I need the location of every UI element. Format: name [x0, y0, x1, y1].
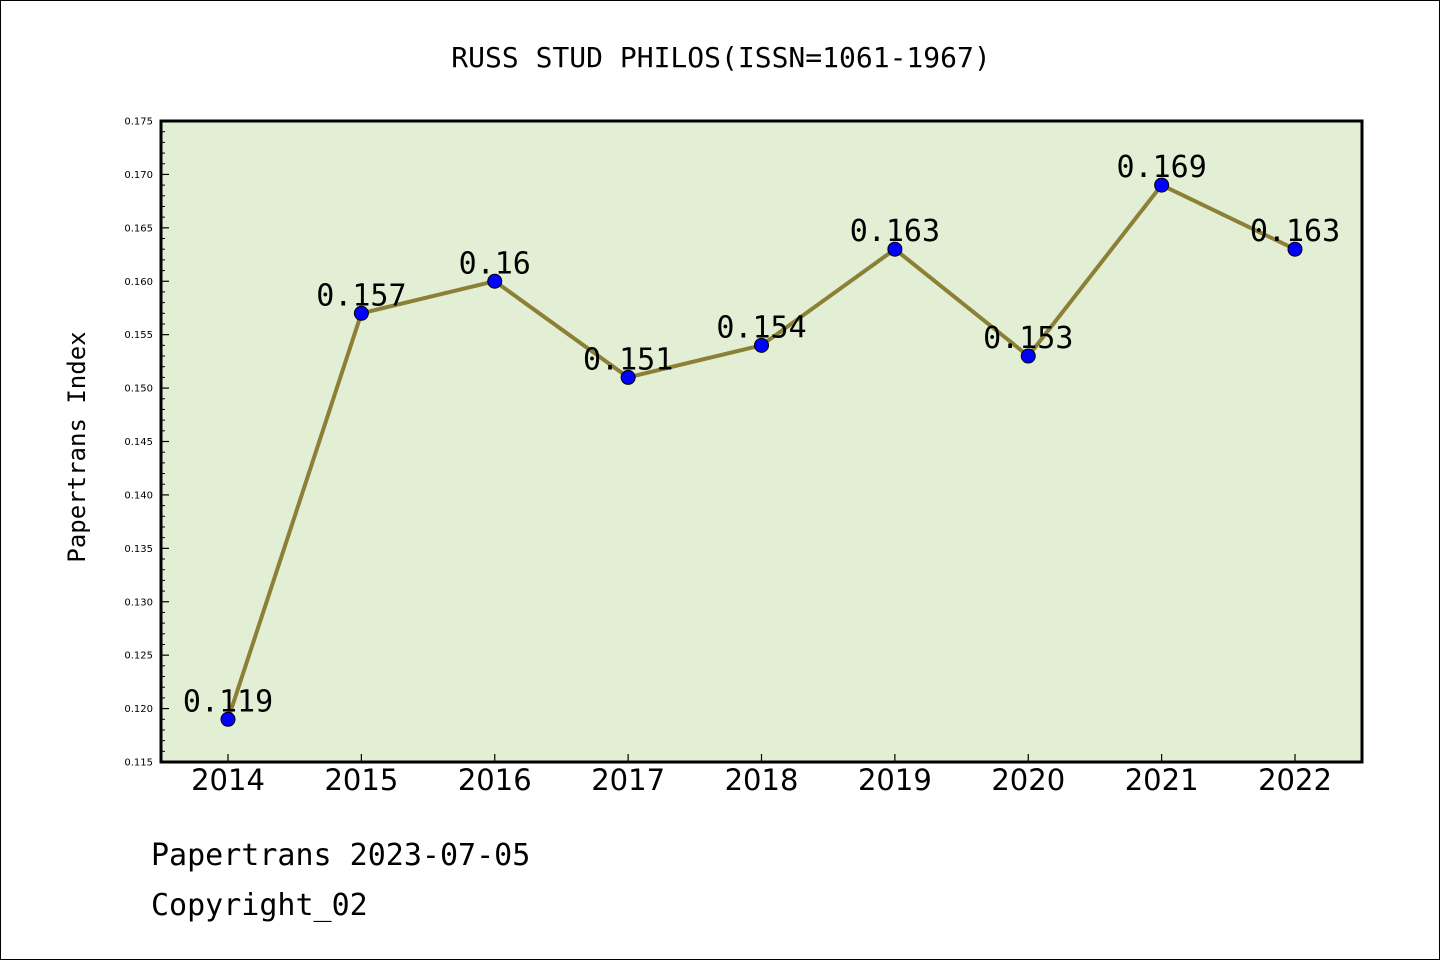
data-label: 0.151 — [583, 342, 673, 377]
data-point — [620, 369, 636, 385]
data-labels: 0.119 0.157 0.16 0.151 0.154 0.163 0.153 0.169 0… — [183, 150, 1340, 719]
data-label: 0.16 — [459, 246, 531, 281]
y-tick-label: 0.170 — [124, 170, 153, 181]
data-point — [220, 711, 236, 727]
plot-border — [159, 119, 1364, 764]
data-label: 0.154 — [716, 310, 806, 345]
x-tick-label: 2016 — [458, 763, 532, 797]
footer-copyright: Copyright_02 — [151, 888, 368, 923]
y-tick-label: 0.115 — [124, 758, 153, 769]
x-tick-label: 2020 — [991, 763, 1065, 797]
x-tick-label: 2018 — [725, 763, 799, 797]
data-label: 0.153 — [983, 321, 1073, 356]
chart-title: RUSS STUD PHILOS(ISSN=1061-1967) — [451, 41, 990, 74]
y-tick-label: 0.150 — [124, 384, 153, 395]
x-tick-label: 2022 — [1258, 763, 1332, 797]
data-label: 0.163 — [850, 214, 940, 249]
y-tick-label: 0.125 — [124, 651, 153, 662]
y-tick-label: 0.155 — [124, 330, 153, 341]
footer-date: Papertrans 2023-07-05 — [151, 838, 530, 873]
y-tick-label: 0.160 — [124, 277, 153, 288]
y-tick-label: 0.175 — [124, 117, 153, 128]
data-point — [754, 337, 769, 353]
data-points — [220, 177, 1303, 727]
y-tick-label: 0.120 — [124, 704, 153, 715]
data-label: 0.119 — [183, 684, 273, 719]
y-tick-label: 0.145 — [124, 437, 153, 448]
data-point — [353, 305, 369, 321]
x-tick-label: 2014 — [191, 763, 265, 797]
x-tick-label: 2017 — [591, 763, 665, 797]
data-point — [1287, 241, 1303, 257]
data-label: 0.163 — [1250, 214, 1340, 249]
plot-area — [161, 121, 1362, 762]
data-point — [887, 241, 903, 257]
data-point — [1020, 348, 1036, 364]
y-tick-label: 0.165 — [124, 223, 153, 234]
x-axis: 2014 2015 2016 2017 2018 2019 2020 2021 2022 — [191, 754, 1332, 797]
x-tick-label: 2019 — [858, 763, 932, 797]
data-label: 0.169 — [1116, 150, 1206, 185]
y-axis-label: Papertrans Index — [63, 331, 91, 562]
x-tick-label: 2015 — [324, 763, 398, 797]
x-tick-label: 2021 — [1125, 763, 1199, 797]
y-tick-label: 0.140 — [124, 490, 153, 501]
data-point — [1154, 177, 1170, 193]
data-point — [487, 273, 503, 289]
y-tick-label: 0.135 — [124, 544, 153, 555]
y-tick-label: 0.130 — [124, 597, 153, 608]
data-label: 0.157 — [316, 278, 406, 313]
